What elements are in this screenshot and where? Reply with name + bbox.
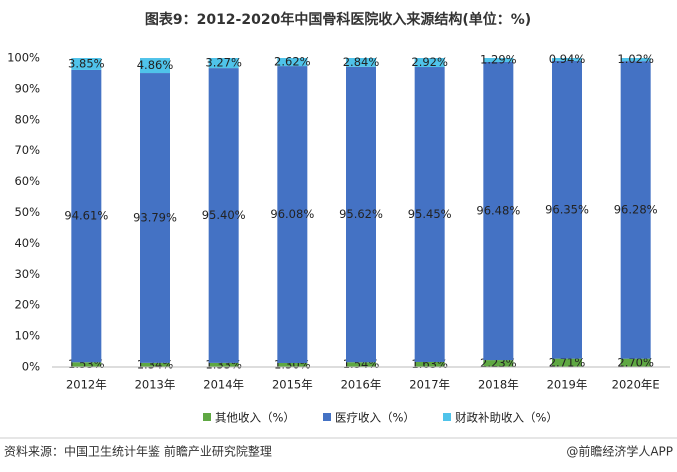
bar-segment	[208, 58, 239, 69]
bar-segment	[140, 362, 170, 367]
bar-segment	[620, 61, 651, 359]
bar-segment	[552, 58, 582, 61]
bar-segment	[414, 58, 445, 68]
x-tick-label: 2020年E	[612, 378, 660, 392]
legend-label: 财政补助收入（%）	[455, 411, 558, 425]
value-label: 95.45%	[408, 207, 452, 221]
value-label: 0.94%	[549, 52, 586, 66]
y-tick-label: 90%	[14, 81, 40, 95]
bar-segment	[483, 360, 514, 367]
x-tick-label: 2012年	[66, 378, 107, 392]
bar-segment	[140, 73, 170, 363]
x-tick-label: 2019年	[547, 378, 588, 392]
value-label: 1.29%	[480, 52, 517, 66]
x-tick-label: 2013年	[135, 378, 176, 392]
y-tick-label: 0%	[22, 360, 40, 374]
bar-segment	[346, 362, 376, 367]
value-label: 96.08%	[270, 207, 314, 221]
x-tick-label: 2014年	[203, 378, 244, 392]
bar-segment	[414, 67, 445, 362]
value-label: 2.71%	[549, 355, 586, 369]
bar-segment	[277, 66, 308, 363]
value-label: 3.85%	[68, 56, 105, 70]
value-label: 96.28%	[614, 202, 658, 216]
value-label: 2.84%	[343, 55, 380, 69]
bar-segment	[346, 66, 376, 363]
value-label: 1.02%	[617, 52, 654, 66]
bar-segment	[414, 361, 445, 367]
value-label: 95.40%	[202, 208, 246, 222]
chart-title: 图表9：2012-2020年中国骨科医院收入来源结构(单位：%)	[145, 11, 531, 28]
y-tick-label: 50%	[14, 205, 40, 219]
bar-segment	[552, 358, 582, 367]
legend-label: 医疗收入（%）	[335, 411, 415, 425]
value-label: 96.35%	[545, 202, 589, 216]
y-tick-label: 10%	[14, 329, 40, 343]
bar-segment	[140, 58, 170, 74]
source: 资料来源：中国卫生统计年鉴 前瞻产业研究院整理	[4, 444, 272, 459]
bar-segment	[277, 58, 308, 67]
x-tick-label: 2017年	[409, 378, 450, 392]
value-label: 93.79%	[133, 210, 177, 224]
brand: @前瞻经济学人APP	[566, 444, 673, 459]
value-label: 2.70%	[617, 355, 654, 369]
y-tick-label: 30%	[14, 267, 40, 281]
bar-segment	[620, 358, 651, 367]
legend-label: 其他收入（%）	[215, 411, 295, 425]
bar-segment	[208, 362, 239, 367]
bar-segment	[71, 58, 102, 70]
bar-segment	[71, 69, 102, 363]
legend-swatch	[203, 413, 211, 421]
value-label: 94.61%	[64, 209, 108, 223]
y-tick-label: 100%	[7, 51, 40, 65]
value-label: 2.92%	[411, 55, 448, 69]
bar-segment	[277, 362, 308, 367]
y-tick-label: 80%	[14, 112, 40, 126]
bar-segment	[71, 362, 102, 367]
bar-segment	[620, 58, 651, 62]
value-label: 96.48%	[476, 204, 520, 218]
value-label: 2.62%	[274, 55, 311, 69]
bar-segment	[483, 58, 514, 62]
value-label: 3.27%	[205, 56, 242, 70]
x-tick-label: 2016年	[341, 378, 382, 392]
y-tick-label: 20%	[14, 298, 40, 312]
value-label: 95.62%	[339, 207, 383, 221]
legend-swatch	[323, 413, 331, 421]
x-tick-label: 2018年	[478, 378, 519, 392]
y-tick-label: 70%	[14, 143, 40, 157]
bar-segment	[208, 68, 239, 363]
bar-segment	[552, 60, 582, 359]
y-tick-label: 60%	[14, 174, 40, 188]
y-tick-label: 40%	[14, 236, 40, 250]
legend-swatch	[443, 413, 451, 421]
bar-segment	[483, 61, 514, 361]
x-tick-label: 2015年	[272, 378, 313, 392]
value-label: 4.86%	[137, 58, 174, 72]
bar-segment	[346, 58, 376, 67]
